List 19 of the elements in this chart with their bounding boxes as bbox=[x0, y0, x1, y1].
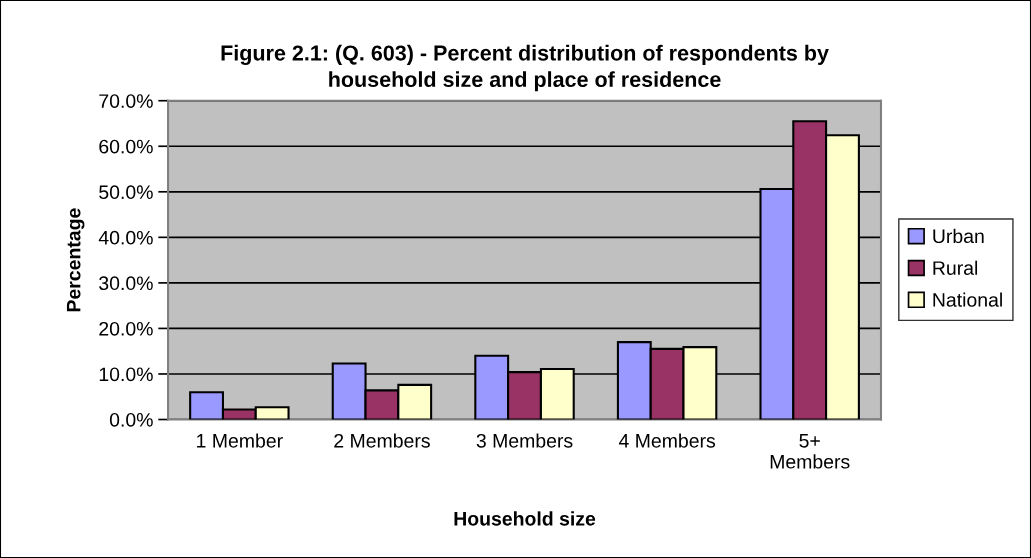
y-tick-label: 10.0% bbox=[99, 367, 153, 382]
y-axis-title: Percentage bbox=[66, 208, 85, 312]
x-tick-label: 3 Members bbox=[476, 433, 573, 448]
y-tick-label: 20.0% bbox=[99, 321, 153, 336]
legend-label: Rural bbox=[933, 260, 978, 275]
x-tick-label: 2 Members bbox=[334, 433, 430, 448]
y-tick-label: 0.0% bbox=[109, 412, 153, 427]
legend-label: National bbox=[933, 292, 1002, 307]
legend-label: Urban bbox=[933, 228, 984, 244]
y-tick-label: 40.0% bbox=[98, 230, 153, 245]
y-tick-label: 50.0% bbox=[99, 185, 153, 200]
x-tick-label: 1 Member bbox=[197, 433, 283, 448]
x-tick-label: 4 Members bbox=[618, 433, 716, 448]
x-tick-label: 5+ Members bbox=[770, 434, 850, 469]
y-tick-label: 70.0% bbox=[99, 94, 153, 108]
y-tick-label: 60.0% bbox=[99, 139, 153, 154]
chart-title: Figure 2.1: (Q. 603) - Percent distribution of respondents by household size and place of residence bbox=[221, 44, 829, 92]
y-tick-label: 30.0% bbox=[99, 276, 153, 291]
x-axis-title: Household size bbox=[454, 511, 596, 526]
